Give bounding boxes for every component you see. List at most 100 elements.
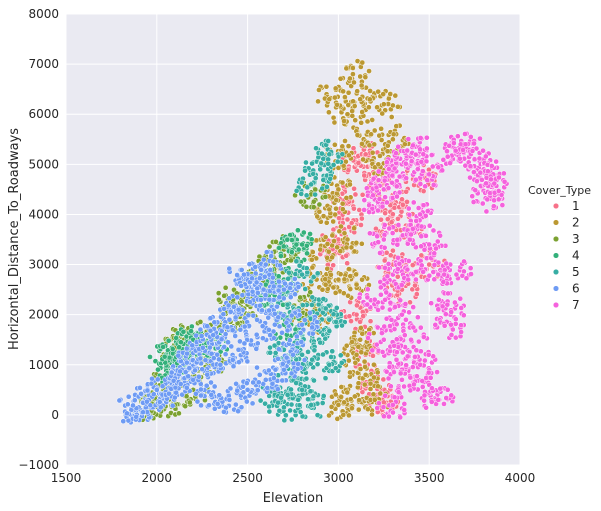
data-point <box>393 150 399 157</box>
data-point <box>284 327 291 334</box>
data-point <box>254 290 261 296</box>
y-tick-label: 6000 <box>28 107 59 121</box>
data-point <box>254 340 261 347</box>
data-point <box>437 232 443 239</box>
data-point <box>270 375 277 382</box>
data-point <box>341 118 347 124</box>
data-point <box>330 114 337 121</box>
data-point <box>351 103 358 109</box>
data-point <box>281 366 287 373</box>
data-point <box>288 401 295 408</box>
data-point <box>177 381 184 387</box>
data-point <box>326 206 333 213</box>
data-point <box>365 406 371 412</box>
data-point <box>409 262 416 268</box>
data-point <box>399 376 405 383</box>
data-point <box>322 234 329 240</box>
data-point <box>309 324 316 331</box>
data-point <box>258 266 264 273</box>
data-point <box>425 369 432 376</box>
data-point <box>207 315 214 322</box>
data-point <box>386 364 393 370</box>
data-point <box>315 301 322 308</box>
data-point <box>367 88 373 94</box>
data-point <box>347 75 353 82</box>
data-point <box>341 230 348 237</box>
data-point <box>435 164 442 171</box>
data-point <box>182 369 189 376</box>
data-point <box>401 332 408 339</box>
data-point <box>270 274 276 281</box>
data-point <box>410 199 417 206</box>
data-point <box>408 231 414 238</box>
data-point <box>362 151 369 158</box>
data-point <box>355 343 362 350</box>
x-tick-label: 3500 <box>414 471 445 485</box>
data-point <box>243 398 250 405</box>
data-point <box>271 310 278 317</box>
data-point <box>276 294 283 301</box>
series-6 <box>116 248 321 426</box>
data-point <box>217 361 224 368</box>
data-point <box>310 393 317 400</box>
data-point <box>403 188 410 195</box>
data-point <box>384 273 391 280</box>
data-point <box>392 304 398 310</box>
data-point <box>380 91 387 97</box>
data-point <box>271 342 278 349</box>
data-point <box>414 373 420 380</box>
data-point <box>344 389 351 396</box>
data-point <box>394 241 401 248</box>
data-point <box>389 230 396 236</box>
data-point <box>149 375 155 382</box>
data-point <box>370 175 377 182</box>
data-point <box>235 346 242 353</box>
data-point <box>399 349 406 356</box>
legend-marker <box>552 285 560 292</box>
data-point <box>351 79 357 86</box>
data-points <box>116 58 510 426</box>
data-point <box>226 397 233 403</box>
data-point <box>299 271 305 278</box>
data-point <box>423 158 430 165</box>
data-point <box>359 191 366 198</box>
data-point <box>235 306 242 313</box>
data-point <box>199 366 206 373</box>
data-point <box>316 87 322 93</box>
data-point <box>399 196 405 203</box>
data-point <box>252 270 259 277</box>
data-point <box>380 404 387 411</box>
data-point <box>322 375 329 382</box>
data-point <box>296 262 303 269</box>
data-point <box>299 351 305 358</box>
data-point <box>293 241 300 248</box>
data-point <box>187 399 193 406</box>
data-point <box>393 183 400 190</box>
y-tick-label: 1000 <box>28 358 59 372</box>
data-point <box>326 361 333 368</box>
data-point <box>266 307 272 314</box>
data-point <box>358 82 365 89</box>
data-point <box>390 131 397 138</box>
data-point <box>252 264 259 270</box>
legend-label: 7 <box>572 298 580 312</box>
data-point <box>375 177 382 183</box>
data-point <box>322 305 329 312</box>
data-point <box>297 294 304 301</box>
data-point <box>334 101 340 108</box>
data-point <box>137 385 143 391</box>
data-point <box>441 401 447 407</box>
data-point <box>275 355 281 362</box>
data-point <box>406 258 412 264</box>
data-point <box>353 281 360 288</box>
data-point <box>259 307 265 314</box>
data-point <box>476 155 483 162</box>
data-point <box>206 402 212 409</box>
data-point <box>292 271 299 277</box>
data-point <box>384 148 391 155</box>
data-point <box>208 391 215 398</box>
data-point <box>211 383 218 390</box>
data-point <box>501 178 508 185</box>
data-point <box>258 296 264 303</box>
data-point <box>330 226 337 233</box>
